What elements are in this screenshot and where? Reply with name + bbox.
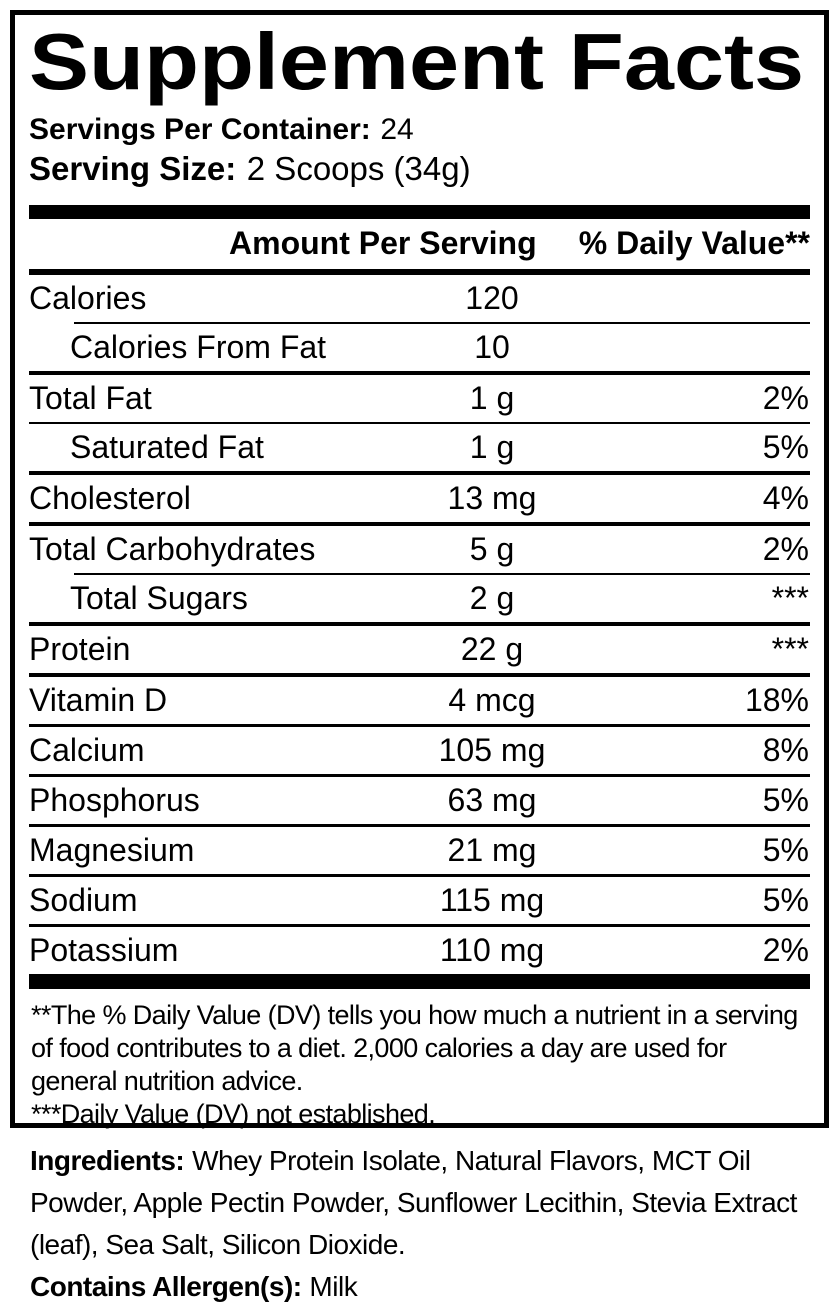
row-divider [29, 724, 810, 727]
row-divider [29, 471, 810, 475]
top-divider-bar [29, 205, 810, 219]
row-divider [29, 874, 810, 877]
dv-value: *** [771, 631, 809, 667]
table-row: Phosphorus 63 mg 5% [29, 777, 810, 824]
nutrient-label: Calories [29, 280, 147, 316]
nutrient-label: Total Carbohydrates [29, 531, 316, 567]
allergen-value: Milk [309, 1271, 358, 1302]
table-row: Magnesium 21 mg 5% [29, 827, 810, 874]
panel-title: Supplement Facts [29, 23, 804, 106]
serving-size-label: Serving Size: [29, 150, 237, 187]
nutrient-label: Vitamin D [29, 682, 168, 718]
table-row: Saturated Fat 1 g 5% [29, 424, 810, 471]
table-row: Calories 120 [29, 275, 810, 322]
row-divider [29, 774, 810, 777]
dv-column-header: % Daily Value** [578, 225, 810, 261]
servings-per-container-label: Servings Per Container: [29, 113, 371, 146]
dv-value: 2% [762, 380, 809, 416]
nutrient-label: Total Sugars [70, 580, 248, 616]
nutrient-label: Cholesterol [29, 480, 191, 516]
dv-value: 5% [762, 429, 809, 465]
amount-value: 21 mg [447, 832, 537, 868]
ingredients-line: Ingredients: Whey Protein Isolate, Natura… [30, 1140, 814, 1266]
amount-value: 1 g [469, 429, 515, 465]
nutrient-label: Potassium [29, 932, 179, 968]
row-divider [29, 422, 810, 424]
bottom-divider-bar [29, 974, 810, 989]
daily-value-footnote: **The % Daily Value (DV) tells you how m… [31, 1000, 798, 1096]
table-row: Sodium 115 mg 5% [29, 877, 810, 924]
column-header-row: Amount Per Serving % Daily Value** [29, 219, 810, 269]
panel-title-text: Supplement Facts [29, 23, 804, 106]
dv-value: *** [771, 580, 809, 616]
servings-per-container-line: Servings Per Container: 24 [29, 111, 810, 148]
nutrient-table: Calories 120 Calories From Fat 10 Total Fat 1… [29, 275, 810, 974]
amount-value: 120 [465, 280, 519, 316]
row-divider [29, 522, 810, 526]
dv-value: 5% [762, 882, 809, 918]
amount-value: 22 g [460, 631, 524, 667]
row-divider [74, 573, 810, 575]
table-row: Cholesterol 13 mg 4% [29, 475, 810, 522]
table-row: Protein 22 g *** [29, 626, 810, 673]
row-divider [29, 673, 810, 677]
amount-value: 110 mg [439, 932, 545, 968]
nutrient-label: Sodium [29, 882, 138, 918]
dv-value: 8% [762, 732, 809, 768]
allergen-label: Contains Allergen(s): [30, 1271, 302, 1302]
nutrient-label: Protein [29, 631, 131, 667]
dv-value: 4% [762, 480, 809, 516]
table-row: Total Fat 1 g 2% [29, 375, 810, 422]
amount-value: 5 g [469, 531, 515, 567]
amount-value: 105 mg [438, 732, 546, 768]
row-divider [29, 824, 810, 827]
table-row: Calcium 105 mg 8% [29, 727, 810, 774]
header-rule [29, 269, 810, 275]
nutrient-label: Calories From Fat [70, 329, 327, 365]
nutrient-label: Saturated Fat [70, 429, 264, 465]
dv-value: 5% [762, 832, 809, 868]
dv-not-established-footnote: ***Daily Value (DV) not established. [31, 1099, 436, 1129]
ingredients-label: Ingredients: [30, 1145, 185, 1176]
dv-value: 2% [762, 531, 809, 567]
supplement-facts-panel: Supplement Facts Servings Per Container:… [10, 10, 829, 1131]
serving-size-line: Serving Size: 2 Scoops (34g) [29, 148, 810, 190]
amount-value: 2 g [469, 580, 515, 616]
nutrient-label: Calcium [29, 732, 145, 768]
ingredients-list: Whey Protein Isolate, Natural Flavors, M… [30, 1145, 797, 1260]
dv-value: 5% [762, 782, 809, 818]
amount-value: 63 mg [447, 782, 537, 818]
footnotes: **The % Daily Value (DV) tells you how m… [29, 989, 810, 1131]
amount-value: 115 mg [439, 882, 545, 918]
dv-value: 2% [762, 932, 809, 968]
amount-column-header: Amount Per Serving [229, 225, 537, 261]
row-divider [29, 924, 810, 927]
table-row: Total Sugars 2 g *** [29, 575, 810, 622]
dv-value: 18% [744, 682, 809, 718]
servings-per-container-value: 24 [380, 113, 414, 146]
table-row: Total Carbohydrates 5 g 2% [29, 526, 810, 573]
amount-value: 13 mg [447, 480, 537, 516]
amount-value: 1 g [469, 380, 515, 416]
serving-size-value: 2 Scoops (34g) [246, 150, 471, 187]
amount-value: 4 mcg [448, 682, 536, 718]
table-row: Calories From Fat 10 [29, 324, 810, 371]
row-divider [29, 622, 810, 626]
nutrient-label: Magnesium [29, 832, 195, 868]
row-divider [29, 371, 810, 375]
row-divider [74, 322, 810, 324]
ingredients-section: Ingredients: Whey Protein Isolate, Natura… [30, 1140, 814, 1308]
table-row: Vitamin D 4 mcg 18% [29, 677, 810, 724]
table-row: Potassium 110 mg 2% [29, 927, 810, 974]
nutrient-label: Phosphorus [29, 782, 200, 818]
amount-value: 10 [474, 329, 510, 365]
allergen-line: Contains Allergen(s): Milk [30, 1266, 814, 1308]
nutrient-label: Total Fat [29, 380, 152, 416]
